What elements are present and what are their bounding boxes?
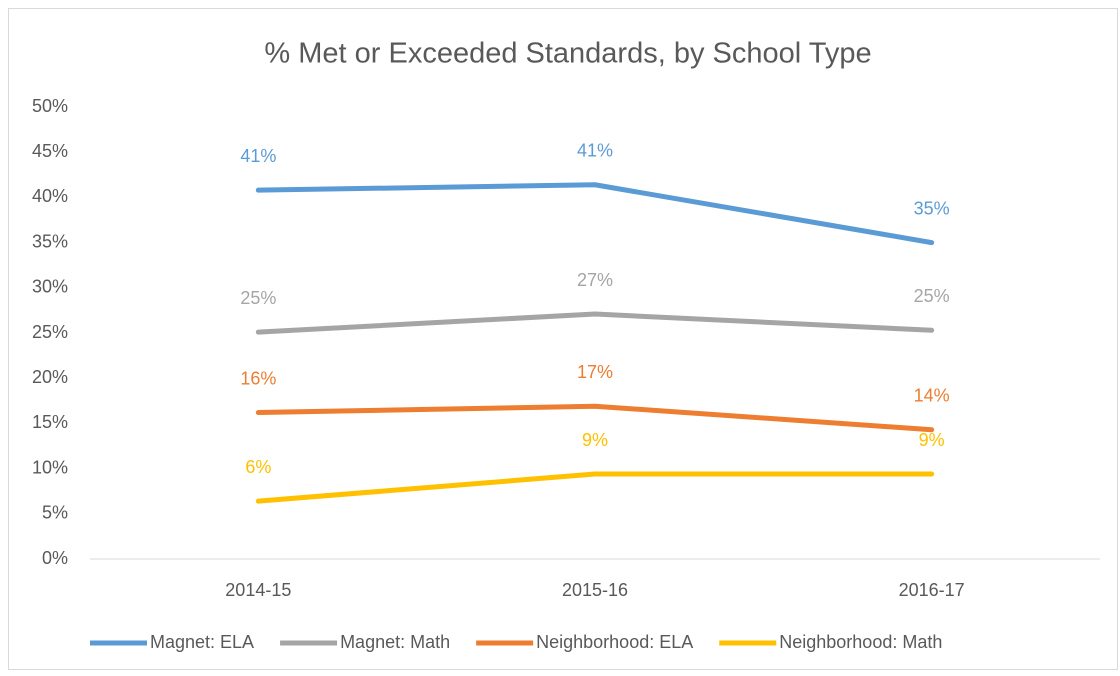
x-tick-label: 2015-16 <box>562 580 628 600</box>
y-tick-label: 25% <box>32 322 68 342</box>
chart-title: % Met or Exceeded Standards, by School T… <box>264 38 871 70</box>
legend-label: Neighborhood: ELA <box>536 632 693 652</box>
series-line <box>255 311 935 335</box>
y-tick-label: 5% <box>42 503 68 523</box>
data-label: 41% <box>240 146 276 166</box>
series-line <box>255 403 935 433</box>
legend-label: Magnet: Math <box>340 632 450 652</box>
data-label: 9% <box>582 430 608 450</box>
legend-label: Neighborhood: Math <box>779 632 942 652</box>
y-tick-label: 40% <box>32 186 68 206</box>
chart-border <box>8 8 1118 670</box>
series-line <box>255 471 935 504</box>
data-label: 41% <box>577 140 613 160</box>
data-label: 25% <box>240 288 276 308</box>
data-label: 14% <box>914 385 950 405</box>
series-line <box>255 182 935 246</box>
y-tick-label: 30% <box>32 277 68 297</box>
y-tick-label: 35% <box>32 231 68 251</box>
y-tick-label: 15% <box>32 412 68 432</box>
data-label: 9% <box>919 430 945 450</box>
data-label: 6% <box>245 457 271 477</box>
x-tick-label: 2016-17 <box>899 580 965 600</box>
data-label: 27% <box>577 270 613 290</box>
y-tick-label: 45% <box>32 141 68 161</box>
y-tick-label: 0% <box>42 548 68 568</box>
y-tick-label: 50% <box>32 96 68 116</box>
y-tick-label: 10% <box>32 457 68 477</box>
data-label: 16% <box>240 368 276 388</box>
y-tick-label: 20% <box>32 367 68 387</box>
data-label: 35% <box>914 198 950 218</box>
x-tick-label: 2014-15 <box>225 580 291 600</box>
data-label: 17% <box>577 362 613 382</box>
legend-label: Magnet: ELA <box>150 632 254 652</box>
data-label: 25% <box>914 286 950 306</box>
